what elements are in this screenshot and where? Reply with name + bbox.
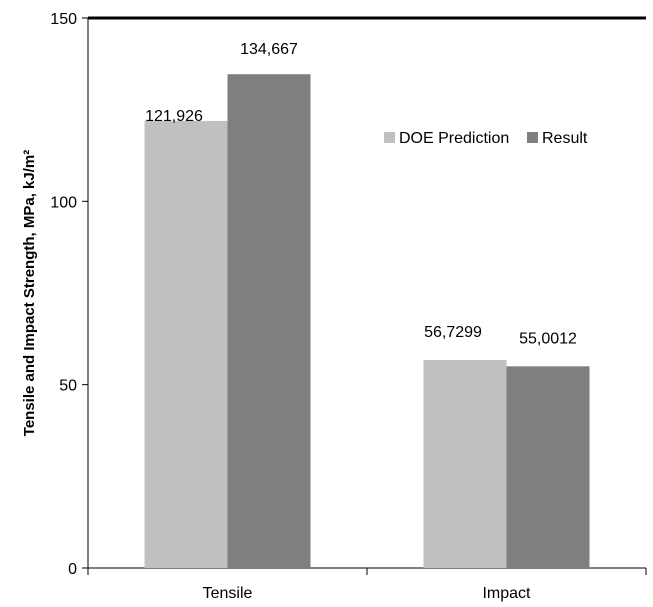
y-axis-ticks: 0 50 100 150 — [50, 11, 88, 578]
x-axis-ticks: Tensile Impact — [87, 568, 647, 602]
x-category-label-impact: Impact — [482, 585, 531, 602]
legend-label-doe-prediction: DOE Prediction — [399, 130, 509, 147]
data-labels: 121,926 134,667 56,7299 55,0012 — [145, 41, 577, 347]
bar-doe-prediction-impact — [423, 359, 507, 568]
x-category-label-tensile: Tensile — [203, 585, 253, 602]
bars — [144, 74, 590, 569]
data-label-result-impact: 55,0012 — [519, 330, 577, 347]
y-tick-label-0: 0 — [68, 561, 77, 578]
legend-label-result: Result — [542, 130, 588, 147]
legend-swatch-result — [527, 132, 538, 143]
data-label-doe-prediction-impact: 56,7299 — [424, 324, 482, 341]
bar-result-impact — [506, 366, 590, 568]
legend: DOE Prediction Result — [384, 130, 588, 147]
bar-result-tensile — [227, 74, 311, 568]
bar-doe-prediction-tensile — [144, 120, 228, 569]
data-label-result-tensile: 134,667 — [240, 41, 298, 58]
y-tick-label-100: 100 — [50, 194, 77, 211]
y-tick-label-50: 50 — [59, 378, 77, 395]
y-tick-label-150: 150 — [50, 11, 77, 28]
legend-swatch-doe-prediction — [384, 132, 395, 143]
data-label-doe-prediction-tensile: 121,926 — [145, 108, 203, 125]
y-axis-title: Tensile and Impact Strength, MPa, kJ/m² — [21, 150, 38, 436]
